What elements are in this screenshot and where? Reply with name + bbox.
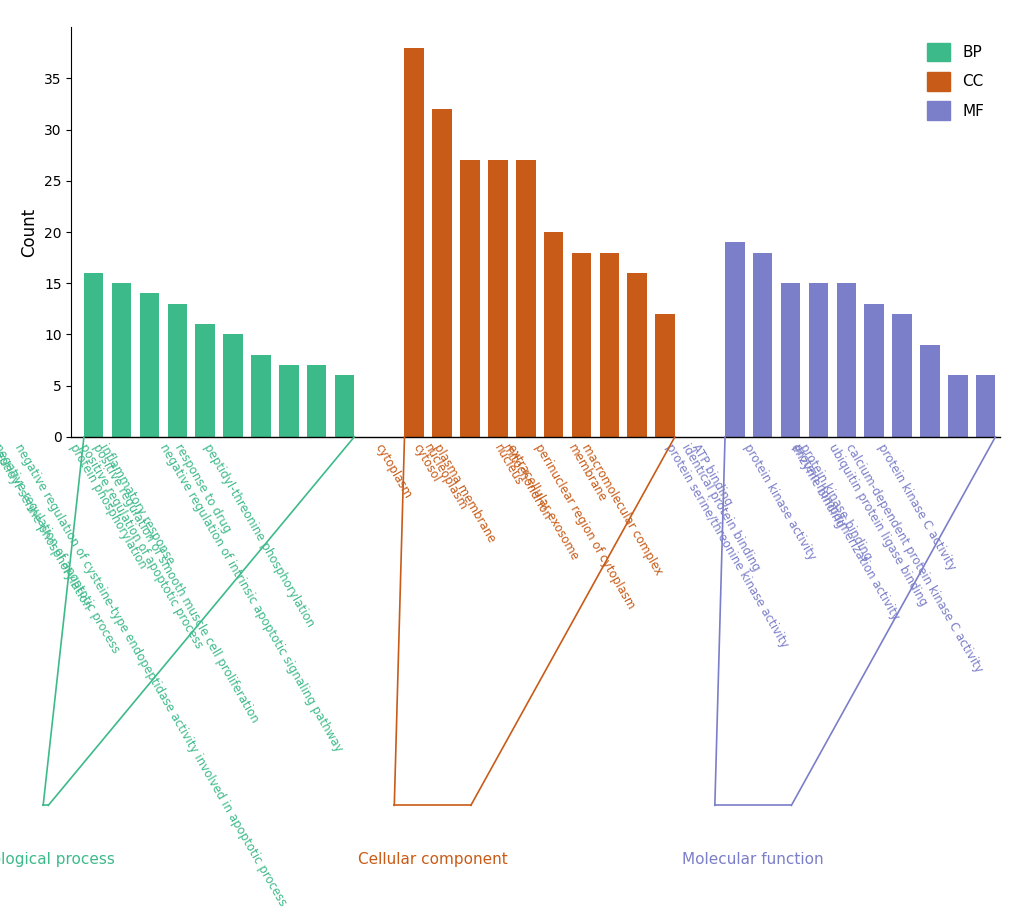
Bar [836, 283, 855, 437]
Bar [975, 375, 995, 437]
Bar [334, 375, 354, 437]
Bar [196, 324, 215, 437]
Bar [725, 242, 744, 437]
Bar [405, 48, 424, 437]
Bar [947, 375, 967, 437]
Bar [863, 304, 883, 437]
Bar [919, 345, 938, 437]
Bar [543, 232, 562, 437]
Bar [780, 283, 800, 437]
Bar [599, 253, 619, 437]
Text: Biological process: Biological process [0, 853, 114, 867]
Bar [460, 160, 479, 437]
Bar [140, 293, 159, 437]
Bar [167, 304, 186, 437]
Bar [488, 160, 507, 437]
Bar [655, 314, 675, 437]
Bar [892, 314, 911, 437]
Bar [279, 365, 299, 437]
Bar [808, 283, 827, 437]
Y-axis label: Count: Count [20, 207, 39, 257]
Bar [627, 273, 646, 437]
Bar [752, 253, 771, 437]
Bar [84, 273, 103, 437]
Bar [572, 253, 591, 437]
Legend: BP, CC, MF: BP, CC, MF [919, 35, 991, 127]
Text: Cellular component: Cellular component [358, 853, 507, 867]
Bar [251, 355, 270, 437]
Bar [307, 365, 326, 437]
Text: Molecular function: Molecular function [682, 853, 823, 867]
Bar [432, 109, 451, 437]
Bar [112, 283, 131, 437]
Bar [223, 335, 243, 437]
Bar [516, 160, 535, 437]
